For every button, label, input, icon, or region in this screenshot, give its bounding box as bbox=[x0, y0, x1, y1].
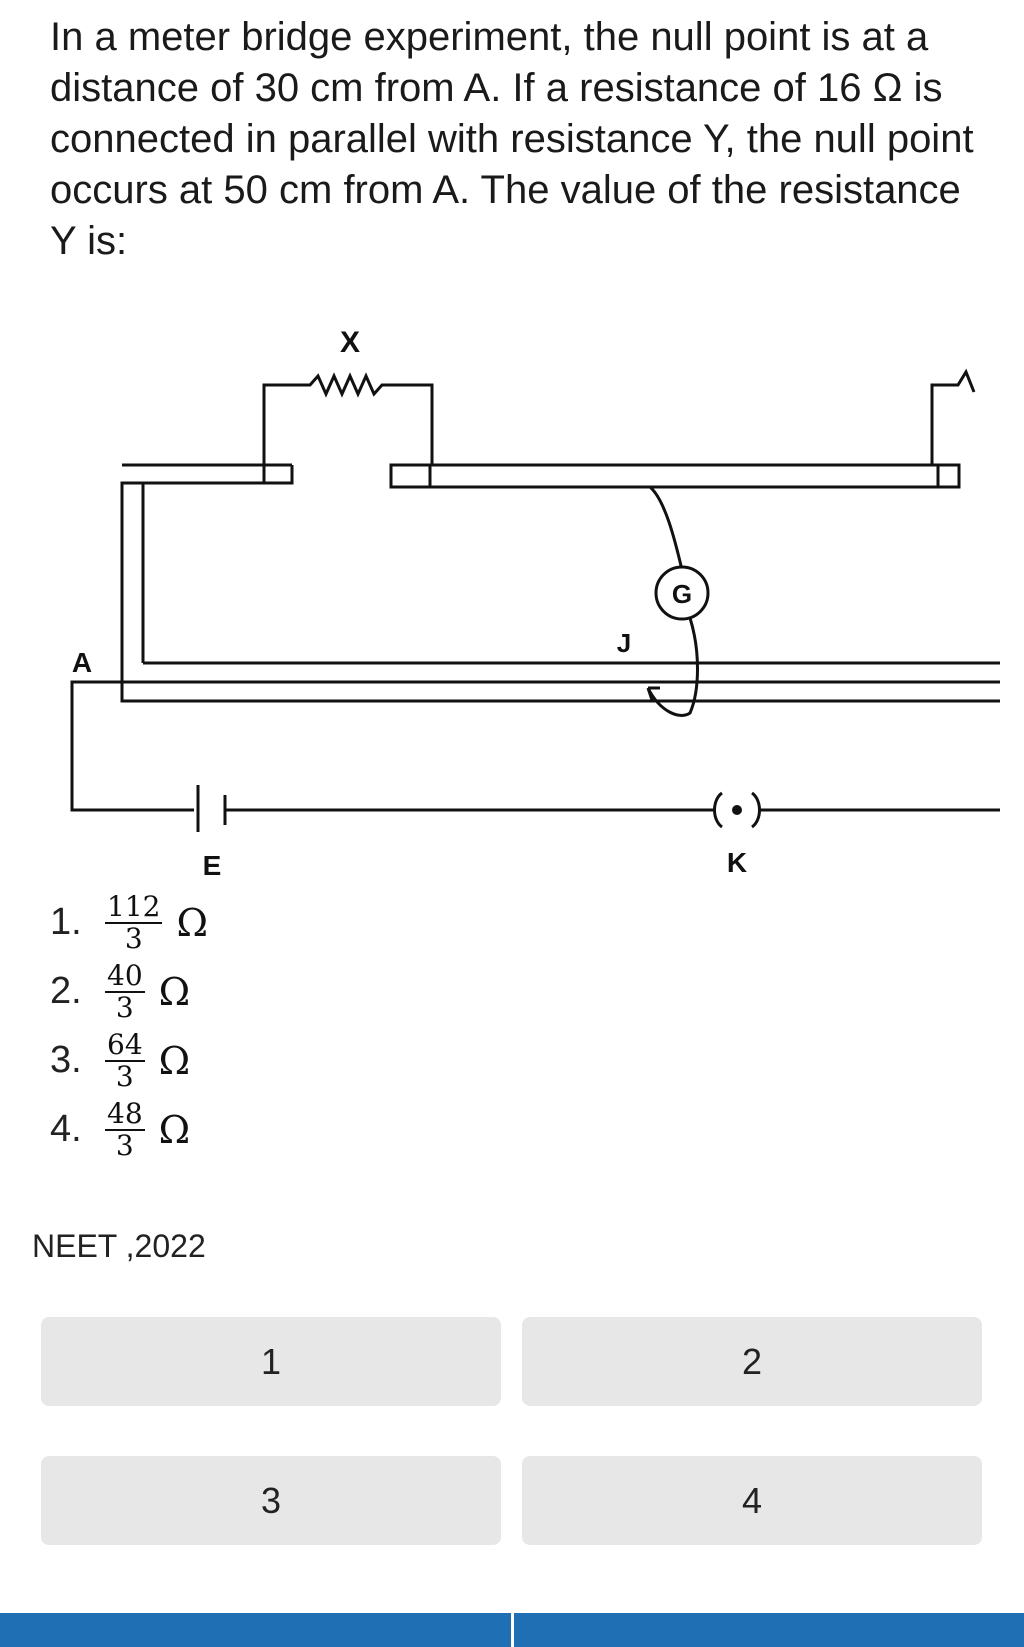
battery-wire-left bbox=[70, 680, 194, 812]
fraction-numerator: 64 bbox=[105, 1027, 145, 1062]
label-g: G bbox=[672, 579, 692, 609]
option-fraction: 40 3 bbox=[105, 958, 145, 1024]
option-fraction: 112 3 bbox=[105, 889, 163, 955]
question-text: In a meter bridge experiment, the null p… bbox=[50, 15, 974, 263]
option-unit: Ω bbox=[158, 969, 191, 1014]
option-number: 3. bbox=[50, 1039, 82, 1081]
galvanometer-circle bbox=[654, 565, 710, 621]
frame-outer-left bbox=[120, 465, 1000, 703]
meter-bridge-diagram: G X A J E K bbox=[70, 326, 1000, 881]
answer-button-2[interactable]: 2 bbox=[522, 1317, 982, 1406]
option-fraction: 64 3 bbox=[105, 1027, 145, 1093]
options-list: 1. 112 3 Ω 2. 40 3 Ω 3. 64 3 Ω 4. 48 3 Ω bbox=[50, 888, 208, 1164]
answer-grid: 1 2 3 4 bbox=[41, 1317, 982, 1545]
label-a: A bbox=[72, 647, 92, 678]
label-e: E bbox=[203, 850, 222, 881]
answer-button-3[interactable]: 3 bbox=[41, 1456, 501, 1545]
fraction-denominator: 3 bbox=[115, 1059, 134, 1093]
answer-button-1[interactable]: 1 bbox=[41, 1317, 501, 1406]
option-number: 1. bbox=[50, 901, 82, 943]
right-strip bbox=[389, 463, 961, 489]
exam-source: NEET ,2022 bbox=[32, 1228, 206, 1264]
option-4: 4. 48 3 Ω bbox=[50, 1095, 208, 1164]
label-j: J bbox=[617, 628, 631, 658]
fraction-numerator: 40 bbox=[105, 958, 145, 993]
key-dot bbox=[732, 805, 742, 815]
key-bracket-right bbox=[750, 791, 761, 829]
galvanometer-lead-bottom bbox=[646, 617, 699, 717]
fraction-numerator: 112 bbox=[105, 889, 163, 924]
frame-inner-left bbox=[141, 481, 292, 663]
galvanometer-lead-top bbox=[648, 485, 684, 571]
option-unit: Ω bbox=[158, 1107, 191, 1152]
label-x: X bbox=[340, 326, 360, 359]
option-unit: Ω bbox=[158, 1038, 191, 1083]
gap-right-wire bbox=[930, 368, 976, 465]
bottom-bar-left[interactable] bbox=[0, 1613, 511, 1647]
option-number: 4. bbox=[50, 1108, 82, 1150]
option-fraction: 48 3 bbox=[105, 1096, 145, 1162]
fraction-denominator: 3 bbox=[115, 1128, 134, 1162]
resistor-x-wire bbox=[262, 372, 434, 483]
bottom-bar-divider bbox=[511, 1613, 514, 1647]
bottom-bar-right[interactable] bbox=[514, 1613, 1024, 1647]
option-unit: Ω bbox=[176, 900, 208, 945]
option-1: 1. 112 3 Ω bbox=[50, 888, 208, 957]
answer-button-4[interactable]: 4 bbox=[522, 1456, 982, 1545]
option-3: 3. 64 3 Ω bbox=[50, 1026, 208, 1095]
option-2: 2. 40 3 Ω bbox=[50, 957, 208, 1026]
fraction-denominator: 3 bbox=[115, 990, 134, 1024]
option-number: 2. bbox=[50, 970, 82, 1012]
key-bracket-left bbox=[713, 791, 724, 829]
fraction-numerator: 48 bbox=[105, 1096, 145, 1131]
jockey-arrow bbox=[646, 686, 660, 701]
fraction-denominator: 3 bbox=[124, 921, 143, 955]
label-k: K bbox=[727, 847, 747, 878]
bottom-action-bar bbox=[0, 1613, 1024, 1647]
